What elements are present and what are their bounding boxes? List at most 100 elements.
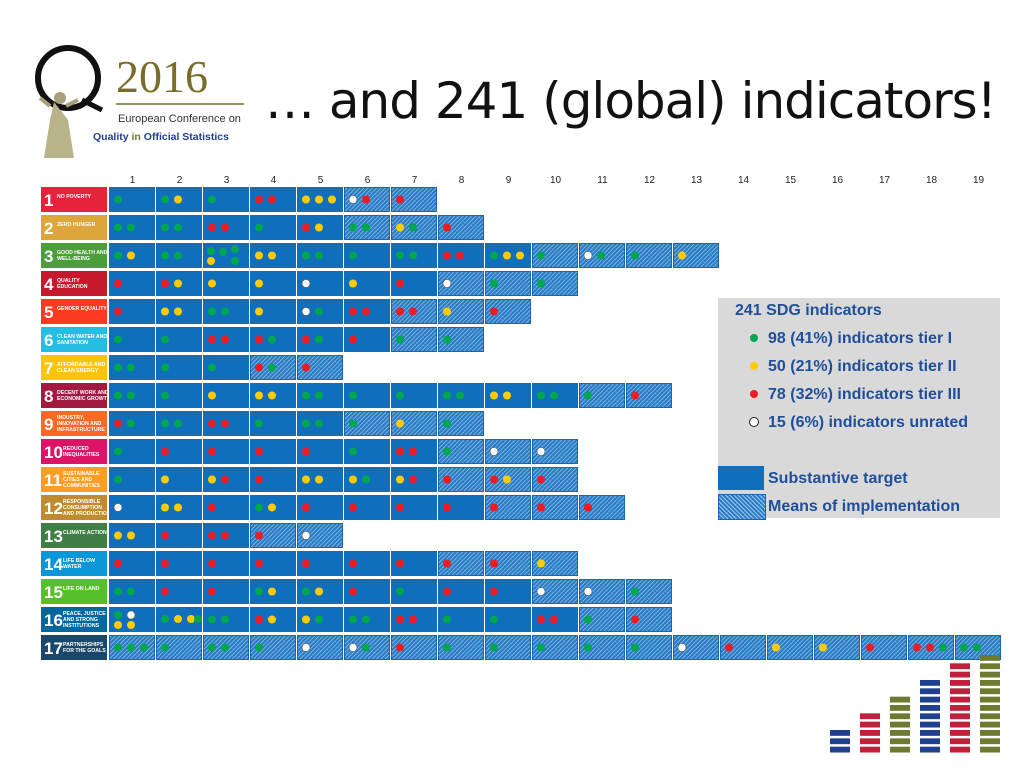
legend-tier1: 98 (41%) indicators tier I xyxy=(768,330,953,347)
tier1-dot xyxy=(584,391,592,400)
goal-row: 12 RESPONSIBLE CONSUMPTION AND PRODUCTION xyxy=(41,495,625,520)
substantive-target-cell xyxy=(344,327,390,352)
tier3-dot xyxy=(255,475,263,484)
tier3-dot xyxy=(302,559,310,568)
target-number-header: 12 xyxy=(644,175,656,186)
unrated-dot xyxy=(536,447,546,456)
tier1-dot xyxy=(114,391,122,400)
tier3-dot xyxy=(114,307,122,316)
substantive-target-cell xyxy=(203,299,249,324)
tier2-dot xyxy=(174,615,182,623)
substantive-target-cell xyxy=(250,495,296,520)
substantive-target-cell xyxy=(109,355,155,380)
tier2-dot xyxy=(255,279,263,288)
tier1-dot xyxy=(584,615,592,624)
substantive-target-cell xyxy=(109,607,155,632)
means-of-implementation-cell xyxy=(532,467,578,492)
tier3-dot xyxy=(456,251,464,260)
target-number-header: 2 xyxy=(177,175,183,186)
goal-label: SUSTAINABLE CITIES AND COMMUNITIES xyxy=(63,471,100,489)
tier1-dot xyxy=(490,251,498,260)
tier3-dot xyxy=(161,587,169,596)
substantive-target-cell xyxy=(344,271,390,296)
decorative-bar xyxy=(980,655,1000,753)
means-of-implementation-cell xyxy=(532,495,578,520)
tier2-dot xyxy=(268,503,276,512)
tier1-dot xyxy=(231,257,239,265)
goal-number: 6 xyxy=(44,331,53,350)
goal-row: 14 LIFE BELOW WATER xyxy=(41,551,578,576)
tier1-dot xyxy=(255,419,263,428)
substantive-target-cell xyxy=(203,383,249,408)
substantive-target-cell xyxy=(485,243,531,268)
tier2-dot-icon xyxy=(750,362,758,370)
substantive-target-cell xyxy=(203,607,249,632)
tier1-dot xyxy=(362,475,370,484)
tier1-dot xyxy=(255,643,263,652)
substantive-target-cell xyxy=(391,495,437,520)
tier1-dot xyxy=(631,251,639,260)
unrated-dot xyxy=(677,643,687,652)
tier3-dot xyxy=(396,307,404,316)
goal-number: 15 xyxy=(44,583,63,602)
tier3-dot xyxy=(302,223,310,232)
substantive-target-cell xyxy=(250,467,296,492)
tier1-dot xyxy=(302,419,310,428)
goal-badge xyxy=(41,607,107,632)
means-of-implementation-cell xyxy=(579,635,625,660)
tier3-dot xyxy=(208,587,216,596)
means-of-implementation-cell xyxy=(438,411,484,436)
tier1-dot xyxy=(443,391,451,400)
substantive-target-cell xyxy=(391,383,437,408)
goal-badge xyxy=(41,299,107,324)
tier3-dot xyxy=(221,335,229,344)
goal-badge xyxy=(41,551,107,576)
means-of-implementation-cell xyxy=(485,467,531,492)
goal-badge xyxy=(41,439,107,464)
means-of-implementation-cell xyxy=(485,551,531,576)
target-number-header: 3 xyxy=(224,175,230,186)
goal-number: 10 xyxy=(44,443,63,462)
tier2-dot xyxy=(268,251,276,260)
tier1-dot xyxy=(302,251,310,260)
tier3-dot xyxy=(349,587,357,596)
legend-total-number: 241 xyxy=(735,302,762,319)
tier1-dot xyxy=(255,503,263,512)
means-of-implementation-cell xyxy=(391,635,437,660)
goal-label: INDUSTRY, INNOVATION AND INFRASTRUCTURE xyxy=(57,415,105,433)
substantive-target-cell xyxy=(156,327,202,352)
tier1-dot xyxy=(396,251,404,260)
substantive-target-cell xyxy=(250,187,296,212)
substantive-target-cell xyxy=(156,411,202,436)
substantive-target-cell xyxy=(297,607,343,632)
substantive-target-cell xyxy=(203,495,249,520)
target-number-header: 8 xyxy=(459,175,465,186)
substantive-target-cell xyxy=(297,271,343,296)
target-number-header: 4 xyxy=(271,175,277,186)
tier3-dot xyxy=(302,503,310,512)
tier3-dot xyxy=(443,559,451,568)
tier3-dot xyxy=(208,559,216,568)
target-number-header: 19 xyxy=(973,175,985,186)
goal-row: 6 CLEAN WATER AND SANITATION xyxy=(41,327,484,352)
means-of-implementation-cell xyxy=(438,635,484,660)
tier1-dot xyxy=(349,615,357,624)
tier2-dot xyxy=(208,391,216,400)
tier3-dot xyxy=(443,587,451,596)
substantive-target-cell xyxy=(203,579,249,604)
tier2-dot xyxy=(315,475,323,484)
substantive-target-cell xyxy=(109,299,155,324)
goal-row: 13 CLIMATE ACTION xyxy=(41,523,343,548)
substantive-target-cell xyxy=(344,439,390,464)
means-of-implementation-cell xyxy=(391,411,437,436)
substantive-target-cell xyxy=(438,243,484,268)
target-number-header: 10 xyxy=(550,175,562,186)
tier1-dot xyxy=(208,195,216,204)
tier1-dot xyxy=(127,419,135,428)
means-of-implementation-cell xyxy=(673,243,719,268)
tier1-dot xyxy=(114,363,122,372)
substantive-target-cell xyxy=(156,271,202,296)
goal-label: PARTNERSHIPS FOR THE GOALS xyxy=(63,642,106,654)
goal-label: NO POVERTY xyxy=(57,194,92,200)
unrated-dot xyxy=(583,587,593,596)
